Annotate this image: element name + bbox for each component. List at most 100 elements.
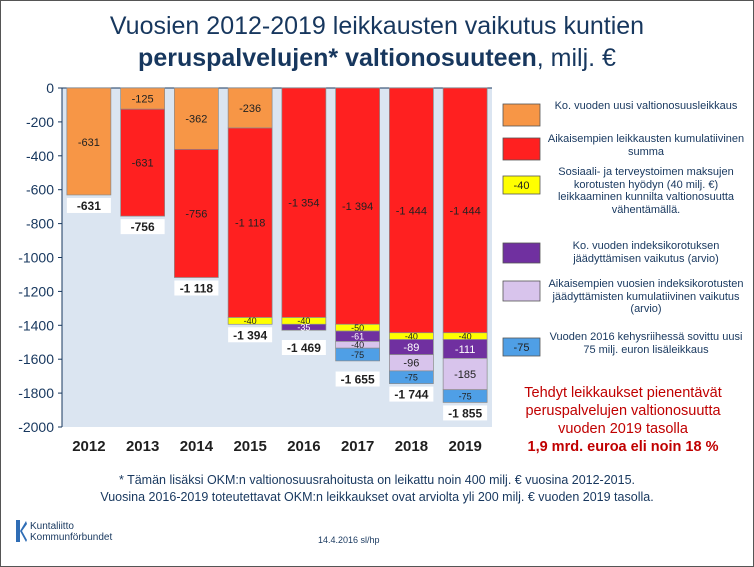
- kuntaliitto-logo-icon: [16, 520, 27, 542]
- total-label-bg-2013: [120, 219, 165, 235]
- bar-segment-extra_2016-2019: [442, 389, 488, 403]
- data-label-fee_offset-2019: -40: [459, 331, 472, 341]
- legend-item-3: Ko. vuoden indeksikorotuksen jäädyttämis…: [572, 240, 720, 265]
- data-label-index_new-2017: -61: [351, 331, 364, 341]
- date-stamp: 14.4.2016 sl/hp: [318, 535, 380, 545]
- legend-swatch-0: [502, 103, 541, 127]
- legend-item-5: Vuoden 2016 kehysriihessä sovittu uusi 7…: [549, 331, 743, 356]
- x-tick-label-2019: 2019: [448, 438, 481, 455]
- data-label-cumulative-2012: -631: [78, 137, 100, 149]
- total-label-bg-2018: [389, 386, 434, 402]
- bar-segment-cumulative-2014: [174, 149, 219, 278]
- bar-segment-cumulative-2015: [227, 127, 273, 318]
- data-label-index_new-2016: -35: [297, 322, 310, 332]
- total-label-2019: -1 855: [448, 406, 482, 420]
- bar-segment-extra_2016-2018: [389, 370, 434, 384]
- y-axis: 0 -200 -400 -600 -800 -1000 -1200 -1400 -1600 -18…: [18, 80, 492, 435]
- total-label-bg-2014: [174, 280, 219, 296]
- x-tick-label-2016: 2016: [287, 438, 320, 455]
- data-label-new_cut-2015: -236: [239, 103, 261, 115]
- legend-swatch-3: [502, 242, 541, 264]
- conclusion-line-3: vuoden 2019 tasolla: [558, 421, 688, 437]
- data-label-cumulative-2017: -1 394: [342, 201, 373, 213]
- footnote-line-1: * Tämän lisäksi OKM:n valtionosuusrahoit…: [118, 473, 636, 487]
- bar-segment-cumulative-2019: [442, 87, 488, 334]
- data-label-fee_offset-2016: -40: [297, 316, 310, 326]
- conclusion-line-2: peruspalvelujen valtionosuutta: [525, 403, 721, 419]
- x-tick-label-2014: 2014: [180, 438, 214, 455]
- legend-item-2: Sosiaali- ja terveystoimen maksujen koro…: [557, 166, 735, 216]
- bar-segment-cumulative-2012: [66, 87, 112, 196]
- title-line-1: Vuosien 2012-2019 leikkausten vaikutus k…: [109, 12, 645, 40]
- y-tick-label: -600: [26, 182, 54, 198]
- bar-segment-index_new-2016: [281, 323, 327, 331]
- x-tick-label-2012: 2012: [72, 438, 105, 455]
- data-label-fee_offset-2018: -40: [405, 331, 418, 341]
- total-label-2016: -1 469: [287, 341, 321, 355]
- data-label-cumulative-2018: -1 444: [396, 205, 427, 217]
- data-label-extra_2016-2019: -75: [459, 391, 472, 401]
- total-label-bg-2019: [443, 405, 488, 421]
- legend-swatch-label-2: -40: [514, 180, 530, 192]
- chart-title: Vuosien 2012-2019 leikkausten vaikutus k…: [0, 10, 754, 74]
- conclusion-text: Tehdyt leikkaukset pienentävät peruspalv…: [492, 384, 754, 456]
- title-bold-part: peruspalvelujen* valtionosuuteen: [138, 44, 537, 72]
- title-rest: , milj. €: [536, 44, 616, 72]
- data-label-extra_2016-2018: -75: [405, 372, 418, 382]
- bar-segment-new_cut-2014: [174, 87, 219, 150]
- legend-swatch-5: [502, 337, 541, 357]
- legend-item-4: Aikaisempien vuosien indeksikorotusten j…: [548, 278, 744, 315]
- bar-segment-fee_offset-2015: [227, 317, 273, 325]
- legend-swatch-4: [502, 280, 541, 302]
- y-tick-label: 0: [46, 80, 54, 96]
- y-tick-label: -400: [26, 148, 54, 164]
- total-label-2012: -631: [77, 199, 101, 213]
- data-label-index_new-2019: -111: [455, 344, 475, 356]
- total-label-bg-2015: [228, 327, 273, 343]
- x-axis: 2012 2013 2014 2015 2016 2017 2018 2019: [72, 438, 482, 455]
- x-tick-label-2015: 2015: [233, 438, 266, 455]
- data-label-extra_2016-2017: -75: [351, 350, 364, 360]
- y-tick-label: -2000: [18, 419, 54, 435]
- total-label-bg-2016: [281, 339, 326, 355]
- total-label-bg-2012: [66, 197, 111, 213]
- data-label-index_new-2018: -89: [403, 342, 419, 354]
- total-label-2015: -1 394: [233, 328, 267, 342]
- logo-line-2: Kommunförbundet: [30, 532, 113, 543]
- footnote-line-2: Vuosina 2016-2019 toteutettavat OKM:n le…: [100, 490, 654, 504]
- total-label-2014: -1 118: [180, 282, 214, 296]
- x-tick-label-2018: 2018: [395, 438, 428, 455]
- total-label-bg-2017: [335, 371, 380, 387]
- y-tick-label: -200: [26, 114, 54, 130]
- y-tick-label: -1000: [18, 250, 54, 266]
- footnote: * Tämän lisäksi OKM:n valtionosuusrahoit…: [0, 472, 754, 506]
- data-label-index_cumulative-2019: -185: [454, 369, 476, 381]
- bars-group: -631 -631 -125 -631 -756 -362 -756 -1 118 -236 -1…: [66, 87, 488, 421]
- legend-swatch-label-5: -75: [514, 342, 530, 354]
- total-label-2018: -1 744: [394, 388, 428, 402]
- total-label-2013: -756: [131, 220, 155, 234]
- data-label-cumulative-2019: -1 444: [450, 205, 481, 217]
- data-label-cumulative-2016: -1 354: [288, 198, 319, 210]
- title-line-2: peruspalvelujen* valtionosuuteen, milj. …: [0, 42, 754, 74]
- bar-segment-index_cumulative-2019: [442, 358, 488, 391]
- data-label-index_cumulative-2017: -40: [351, 340, 364, 350]
- legend-swatch-2: [502, 175, 541, 195]
- total-label-2017: -1 655: [341, 373, 375, 387]
- conclusion-line-4: 1,9 mrd. euroa eli noin 18 %: [527, 439, 719, 455]
- bar-segment-extra_2016-2017: [335, 347, 380, 362]
- y-tick-label: -1600: [18, 351, 54, 367]
- data-label-index_cumulative-2018: -96: [403, 358, 419, 370]
- data-label-cumulative-2014: -756: [185, 208, 207, 220]
- data-label-new_cut-2014: -362: [185, 114, 207, 126]
- conclusion-line-1: Tehdyt leikkaukset pienentävät: [524, 385, 722, 401]
- bar-segment-cumulative-2016: [281, 87, 327, 318]
- x-tick-label-2017: 2017: [341, 438, 374, 455]
- logo-text: Kuntaliitto Kommunförbundet: [30, 521, 112, 543]
- legend-swatches: -40 -75: [502, 103, 541, 357]
- data-label-fee_offset-2015: -40: [244, 316, 257, 326]
- stacked-bar-chart: 0 -200 -400 -600 -800 -1000 -1200 -1400 -1600 -18…: [18, 80, 541, 455]
- y-tick-label: -1200: [18, 283, 54, 299]
- legend-item-0: Ko. vuoden uusi valtionosuusleikkaus: [554, 100, 738, 112]
- legend-swatch-1: [502, 137, 541, 161]
